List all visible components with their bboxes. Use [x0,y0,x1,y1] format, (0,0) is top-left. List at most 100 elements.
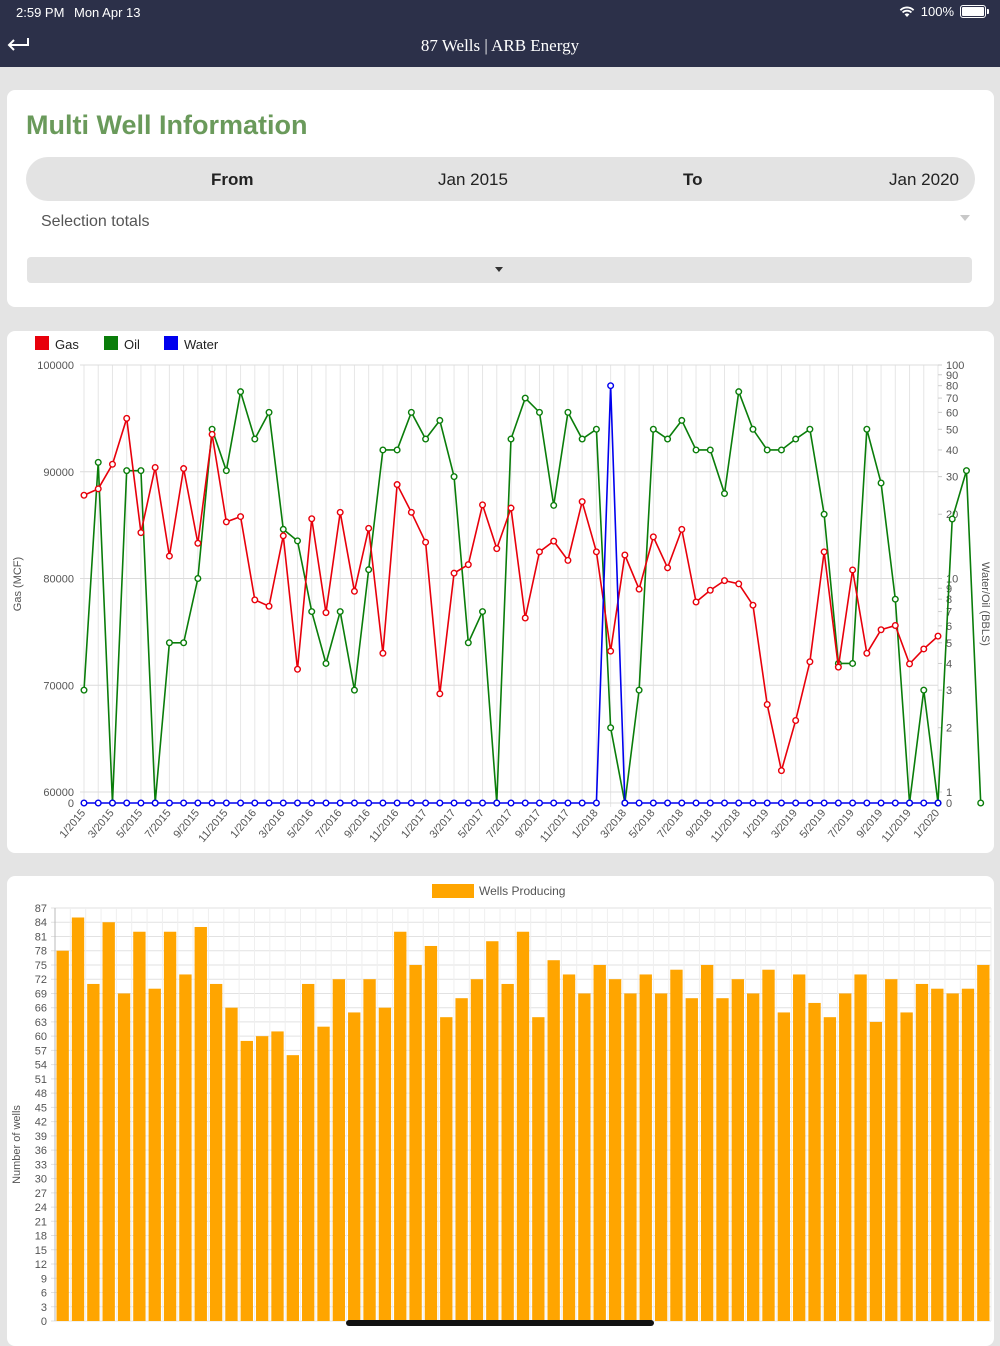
data-point-oil [820,510,828,518]
data-point-oil [678,416,686,424]
data-point-water [493,799,501,807]
data-point-oil [749,425,757,433]
y2-tick-label: 6 [946,621,952,633]
data-point-oil [706,446,714,454]
y-tick-label: 57 [35,1045,47,1057]
data-point-water [137,799,145,807]
y-tick-label: 30 [35,1174,47,1186]
to-date-picker[interactable]: Jan 2020 [889,170,959,189]
bar [179,974,192,1321]
well-select-dropdown[interactable] [27,257,972,283]
bar [977,964,990,1321]
data-point-gas [365,524,373,532]
y2-tick-label: 0 [946,798,952,810]
data-point-water [635,799,643,807]
data-point-water [535,799,543,807]
data-point-water [450,799,458,807]
y2-tick-label: 7 [946,607,952,619]
data-point-gas [493,545,501,553]
data-point-gas [578,498,586,506]
data-point-oil [407,408,415,416]
y-tick-label: 69 [35,988,47,1000]
data-point-gas [706,586,714,594]
from-label: From [211,170,254,189]
data-point-water [934,799,942,807]
data-point-oil [763,446,771,454]
data-point-gas [165,552,173,560]
data-point-oil [977,799,985,807]
data-point-gas [906,660,914,668]
from-date-picker[interactable]: Jan 2015 [438,170,508,189]
data-point-gas [279,532,287,540]
y-tick-label: 6 [41,1288,47,1300]
x-tick-label: 5/2017 [456,807,487,840]
selection-totals-label[interactable]: Selection totals [41,213,150,230]
data-point-water [550,799,558,807]
data-point-gas [379,649,387,657]
x-tick-label: 3/2015 [86,807,117,840]
data-point-oil [479,608,487,616]
data-point-water [806,799,814,807]
y-tick-label: 60 [35,1031,47,1043]
data-point-oil [578,435,586,443]
x-tick-label: 3/2017 [428,807,459,840]
bar [240,1040,253,1321]
x-tick-label: 1/2020 [911,807,942,840]
data-point-water [877,799,885,807]
y-tick-label: 78 [35,946,47,958]
y-tick-label: 81 [35,931,47,943]
data-point-water [906,799,914,807]
bar [470,979,484,1321]
y-axis-label: Number of wells [11,1105,23,1184]
y2-tick-label: 3 [946,685,952,697]
bar [946,993,959,1321]
bar [332,979,346,1321]
x-tick-label: 3/2019 [769,807,800,840]
bar [194,926,207,1321]
y-tick-label: 48 [35,1088,47,1100]
chevron-down-icon[interactable] [960,215,970,221]
home-indicator[interactable] [346,1320,654,1326]
y-tick-label: 90000 [43,467,74,479]
y-tick-label: 27 [35,1188,47,1200]
bar [777,1012,791,1321]
bar [700,964,714,1321]
data-point-oil [721,490,729,498]
data-point-oil [265,408,273,416]
data-point-gas [208,430,216,438]
x-tick-label: 1/2018 [570,807,601,840]
y2-tick-label: 8 [946,594,952,606]
data-point-water [180,799,188,807]
data-point-water [464,799,472,807]
data-point-oil [635,686,643,694]
return-arrow-icon[interactable] [4,32,32,56]
data-point-water [564,799,572,807]
y-tick-label: 18 [35,1231,47,1243]
data-point-oil [123,467,131,475]
data-point-gas [920,645,928,653]
y-tick-label: 36 [35,1145,47,1157]
data-point-gas [777,767,785,775]
data-point-gas [635,585,643,593]
x-tick-label: 11/2017 [538,807,572,845]
x-tick-label: 7/2018 [655,807,686,840]
data-point-oil [550,501,558,509]
nav-bar: 87 Wells | ARB Energy [0,24,1000,67]
data-point-water [379,799,387,807]
y-tick-label: 33 [35,1159,47,1171]
data-point-oil [194,574,202,582]
data-point-gas [80,491,88,499]
data-point-water [80,799,88,807]
y-tick-label: 87 [35,903,47,915]
bar [455,998,468,1321]
y-tick-label: 72 [35,974,47,986]
legend-label-water: Water [184,337,219,352]
date-range-selector: From Jan 2015 To Jan 2020 [26,157,975,201]
y-tick-label: 15 [35,1245,47,1257]
to-label: To [683,170,703,189]
y-tick-label: 60000 [43,787,74,799]
data-point-water [721,799,729,807]
data-point-water [237,799,245,807]
data-point-gas [849,566,857,574]
data-point-gas [108,460,116,468]
